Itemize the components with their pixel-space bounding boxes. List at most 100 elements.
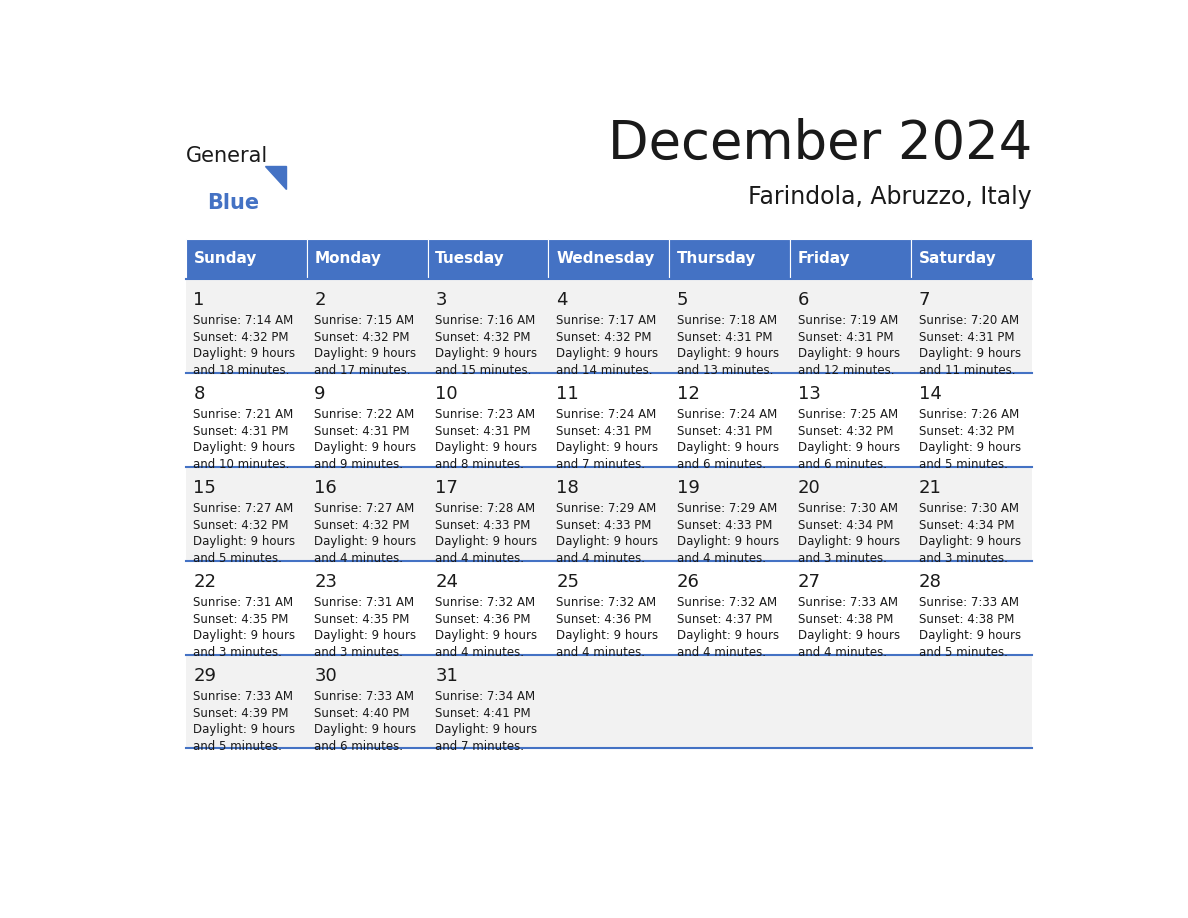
Text: Sunrise: 7:15 AM: Sunrise: 7:15 AM	[315, 314, 415, 327]
Text: Sunrise: 7:29 AM: Sunrise: 7:29 AM	[556, 502, 657, 515]
Text: Sunrise: 7:14 AM: Sunrise: 7:14 AM	[194, 314, 293, 327]
Text: 21: 21	[918, 479, 942, 497]
Text: Sunrise: 7:32 AM: Sunrise: 7:32 AM	[677, 596, 777, 609]
Bar	[669, 239, 790, 279]
Text: Sunrise: 7:30 AM: Sunrise: 7:30 AM	[918, 502, 1019, 515]
Text: Sunset: 4:31 PM: Sunset: 4:31 PM	[435, 425, 531, 438]
Text: Daylight: 9 hours: Daylight: 9 hours	[194, 629, 296, 642]
Text: Sunrise: 7:28 AM: Sunrise: 7:28 AM	[435, 502, 536, 515]
Text: and 6 minutes.: and 6 minutes.	[315, 740, 404, 753]
Text: 29: 29	[194, 666, 216, 685]
Text: Daylight: 9 hours: Daylight: 9 hours	[315, 535, 417, 548]
Text: Sunset: 4:32 PM: Sunset: 4:32 PM	[556, 330, 652, 343]
Text: Sunrise: 7:23 AM: Sunrise: 7:23 AM	[435, 409, 536, 421]
Text: 16: 16	[315, 479, 337, 497]
Text: 6: 6	[798, 291, 809, 309]
Text: December 2024: December 2024	[608, 118, 1032, 170]
Text: Sunset: 4:32 PM: Sunset: 4:32 PM	[798, 425, 893, 438]
Text: 28: 28	[918, 573, 942, 591]
Text: Sunrise: 7:21 AM: Sunrise: 7:21 AM	[194, 409, 293, 421]
Text: and 6 minutes.: and 6 minutes.	[677, 458, 766, 471]
Bar	[185, 239, 307, 279]
Text: Sunset: 4:38 PM: Sunset: 4:38 PM	[798, 612, 893, 625]
Text: and 4 minutes.: and 4 minutes.	[798, 645, 887, 659]
Text: Daylight: 9 hours: Daylight: 9 hours	[556, 629, 658, 642]
Text: Sunrise: 7:22 AM: Sunrise: 7:22 AM	[315, 409, 415, 421]
Text: 20: 20	[798, 479, 821, 497]
Text: Sunrise: 7:32 AM: Sunrise: 7:32 AM	[556, 596, 656, 609]
Text: 5: 5	[677, 291, 689, 309]
Text: Saturday: Saturday	[918, 252, 997, 266]
Bar	[185, 373, 1032, 466]
Text: Sunrise: 7:33 AM: Sunrise: 7:33 AM	[798, 596, 898, 609]
Text: Sunset: 4:31 PM: Sunset: 4:31 PM	[677, 425, 772, 438]
Text: and 3 minutes.: and 3 minutes.	[194, 645, 283, 659]
Text: and 4 minutes.: and 4 minutes.	[435, 552, 524, 565]
Text: Daylight: 9 hours: Daylight: 9 hours	[918, 442, 1020, 454]
Text: 2: 2	[315, 291, 326, 309]
Text: Sunrise: 7:33 AM: Sunrise: 7:33 AM	[918, 596, 1019, 609]
Text: and 5 minutes.: and 5 minutes.	[194, 552, 283, 565]
Text: Thursday: Thursday	[677, 252, 757, 266]
Text: and 3 minutes.: and 3 minutes.	[918, 552, 1007, 565]
Text: Daylight: 9 hours: Daylight: 9 hours	[435, 347, 537, 361]
Text: Daylight: 9 hours: Daylight: 9 hours	[798, 629, 901, 642]
Text: Daylight: 9 hours: Daylight: 9 hours	[315, 723, 417, 736]
Text: Sunset: 4:32 PM: Sunset: 4:32 PM	[435, 330, 531, 343]
Text: Sunset: 4:37 PM: Sunset: 4:37 PM	[677, 612, 772, 625]
Text: 1: 1	[194, 291, 204, 309]
Text: Sunset: 4:34 PM: Sunset: 4:34 PM	[798, 519, 893, 532]
Text: and 18 minutes.: and 18 minutes.	[194, 364, 290, 377]
Text: Sunset: 4:41 PM: Sunset: 4:41 PM	[435, 707, 531, 720]
Text: Sunset: 4:40 PM: Sunset: 4:40 PM	[315, 707, 410, 720]
Text: and 4 minutes.: and 4 minutes.	[677, 645, 766, 659]
Text: 3: 3	[435, 291, 447, 309]
Text: 19: 19	[677, 479, 700, 497]
Text: Sunset: 4:32 PM: Sunset: 4:32 PM	[194, 330, 289, 343]
Text: Daylight: 9 hours: Daylight: 9 hours	[315, 629, 417, 642]
Text: Sunset: 4:36 PM: Sunset: 4:36 PM	[435, 612, 531, 625]
Text: 31: 31	[435, 666, 459, 685]
Text: Sunrise: 7:30 AM: Sunrise: 7:30 AM	[798, 502, 898, 515]
Text: 18: 18	[556, 479, 579, 497]
Text: Sunrise: 7:26 AM: Sunrise: 7:26 AM	[918, 409, 1019, 421]
Text: Sunset: 4:33 PM: Sunset: 4:33 PM	[677, 519, 772, 532]
Text: 9: 9	[315, 385, 326, 403]
Text: and 4 minutes.: and 4 minutes.	[556, 552, 645, 565]
Text: Daylight: 9 hours: Daylight: 9 hours	[677, 347, 779, 361]
Text: and 13 minutes.: and 13 minutes.	[677, 364, 773, 377]
Text: Sunset: 4:31 PM: Sunset: 4:31 PM	[677, 330, 772, 343]
Text: 25: 25	[556, 573, 579, 591]
Text: Sunset: 4:31 PM: Sunset: 4:31 PM	[315, 425, 410, 438]
Text: Friday: Friday	[798, 252, 851, 266]
Text: Sunrise: 7:31 AM: Sunrise: 7:31 AM	[315, 596, 415, 609]
Text: Sunrise: 7:31 AM: Sunrise: 7:31 AM	[194, 596, 293, 609]
Text: Daylight: 9 hours: Daylight: 9 hours	[435, 535, 537, 548]
Text: Daylight: 9 hours: Daylight: 9 hours	[556, 442, 658, 454]
Text: Sunrise: 7:34 AM: Sunrise: 7:34 AM	[435, 690, 536, 703]
Text: Sunset: 4:32 PM: Sunset: 4:32 PM	[315, 330, 410, 343]
Text: Blue: Blue	[208, 194, 259, 213]
Text: Sunset: 4:31 PM: Sunset: 4:31 PM	[556, 425, 652, 438]
Text: Daylight: 9 hours: Daylight: 9 hours	[435, 723, 537, 736]
Text: Sunrise: 7:29 AM: Sunrise: 7:29 AM	[677, 502, 777, 515]
Text: 14: 14	[918, 385, 942, 403]
Text: Sunset: 4:32 PM: Sunset: 4:32 PM	[315, 519, 410, 532]
Text: and 5 minutes.: and 5 minutes.	[194, 740, 283, 753]
Text: Daylight: 9 hours: Daylight: 9 hours	[918, 347, 1020, 361]
Bar	[185, 655, 1032, 748]
Text: Sunday: Sunday	[194, 252, 257, 266]
Text: Sunrise: 7:32 AM: Sunrise: 7:32 AM	[435, 596, 536, 609]
Text: 23: 23	[315, 573, 337, 591]
Text: Daylight: 9 hours: Daylight: 9 hours	[677, 535, 779, 548]
Text: Wednesday: Wednesday	[556, 252, 655, 266]
Text: Sunrise: 7:27 AM: Sunrise: 7:27 AM	[315, 502, 415, 515]
Text: Daylight: 9 hours: Daylight: 9 hours	[194, 535, 296, 548]
Bar	[185, 466, 1032, 561]
Bar	[428, 239, 549, 279]
Text: 11: 11	[556, 385, 579, 403]
Text: Sunrise: 7:20 AM: Sunrise: 7:20 AM	[918, 314, 1019, 327]
Text: and 7 minutes.: and 7 minutes.	[435, 740, 524, 753]
Text: Daylight: 9 hours: Daylight: 9 hours	[194, 723, 296, 736]
Bar	[911, 239, 1032, 279]
